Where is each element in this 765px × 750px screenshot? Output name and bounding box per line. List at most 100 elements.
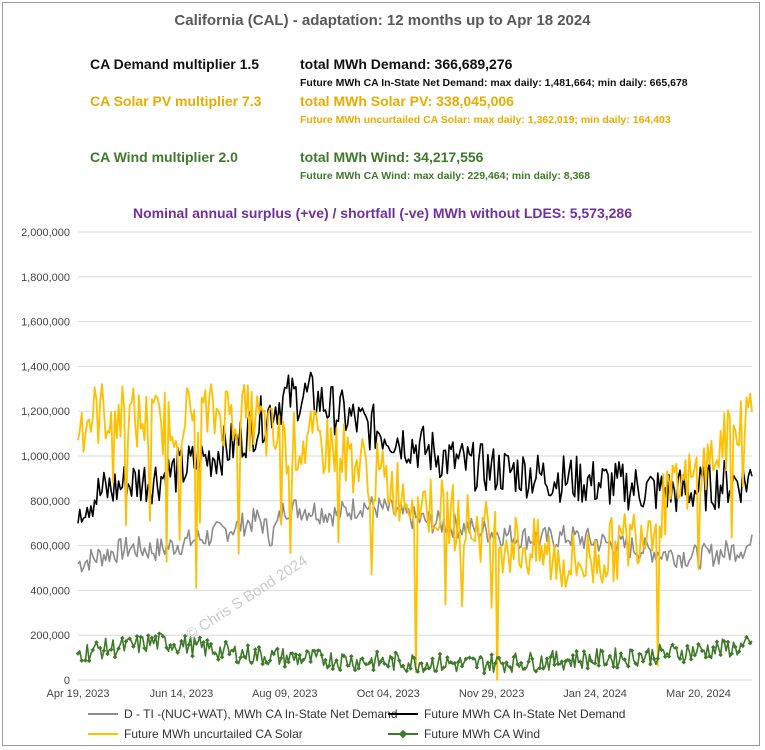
wind-point (474, 665, 480, 670)
wind-point (408, 666, 413, 671)
wind-point (267, 658, 273, 663)
wind-point (83, 658, 88, 663)
wind-point (596, 663, 601, 668)
wind-point (400, 663, 406, 669)
legend-wind: Future MWh CA Wind (388, 727, 540, 741)
wind-point (371, 667, 376, 673)
wind-point (186, 642, 192, 648)
wind-point (382, 661, 387, 666)
y-tick-label: 1,600,000 (21, 317, 70, 329)
wind-point (308, 659, 313, 665)
wind-point (441, 665, 446, 670)
x-tick-label: Aug 09, 2023 (252, 688, 317, 700)
wind-point (537, 665, 542, 671)
watermark: © Chris S Bond 2024 (183, 552, 311, 643)
wind-point (592, 661, 598, 666)
wind-point (651, 656, 657, 662)
wind-point (485, 660, 491, 665)
wind-multiplier-label: CA Wind multiplier 2.0 (90, 149, 238, 165)
surplus-summary: Nominal annual surplus (+ve) / shortfall… (132, 205, 633, 221)
wind-point (86, 658, 92, 663)
wind-point (552, 662, 557, 668)
wind-point (238, 655, 243, 660)
wind-point (367, 660, 373, 665)
wind-point (559, 659, 565, 664)
solar-stats: Future MWh uncurtailed CA Solar: max dai… (300, 114, 671, 126)
wind-point (710, 644, 716, 650)
legend-wind-label: Future MWh CA Wind (424, 727, 541, 741)
y-tick-label: 1,400,000 (21, 361, 70, 373)
wind-point (352, 667, 358, 673)
wind-point (204, 637, 210, 643)
series-line-black (77, 371, 753, 524)
wind-point (511, 654, 517, 660)
wind-point (112, 654, 118, 660)
legend-black-label: Future MWh CA In-State Net Demand (424, 707, 626, 721)
wind-point (145, 633, 151, 638)
demand-multiplier-label: CA Demand multiplier 1.5 (90, 56, 260, 72)
wind-point (216, 657, 221, 662)
wind-point (662, 654, 668, 659)
wind-point (190, 653, 195, 659)
wind-point (507, 664, 513, 670)
wind-point (179, 638, 184, 644)
y-tick-label: 800,000 (30, 496, 70, 508)
y-tick-label: 2,000,000 (21, 227, 70, 239)
wind-point (581, 649, 587, 654)
wind-point (574, 649, 579, 654)
wind-point (422, 666, 428, 672)
wind-point (404, 668, 409, 674)
y-tick-label: 400,000 (30, 585, 70, 597)
wind-point (655, 656, 661, 661)
wind-point (330, 666, 336, 672)
wind-point (349, 654, 354, 659)
y-tick-label: 1,000,000 (21, 451, 70, 463)
wind-point (518, 660, 524, 666)
x-tick-label: Mar 20, 2024 (666, 688, 731, 700)
demand-total: total MWh Demand: 366,689,276 (300, 56, 513, 72)
wind-point (289, 651, 295, 656)
wind-point (692, 652, 698, 658)
wind-point (481, 670, 487, 676)
wind-point (677, 656, 683, 662)
wind-point (674, 645, 679, 651)
wind-point (456, 659, 461, 665)
y-tick-label: 600,000 (30, 541, 70, 553)
wind-point (445, 655, 450, 660)
wind-point (555, 661, 561, 667)
wind-point (433, 668, 439, 674)
wind-point (389, 655, 395, 661)
wind-point (504, 660, 509, 665)
x-tick-label: Nov 29, 2023 (459, 688, 524, 700)
wind-point (397, 658, 402, 663)
wind-point (363, 661, 369, 667)
wind-point (714, 639, 720, 645)
legend-solar: Future MWh uncurtailed CA Solar (88, 727, 303, 741)
wind-point (470, 656, 476, 661)
wind-point (448, 659, 454, 665)
wind-point (341, 653, 347, 659)
wind-point (245, 643, 251, 648)
wind-point (467, 655, 472, 660)
wind-point (611, 664, 616, 669)
wind-point (452, 660, 457, 666)
wind-point (437, 651, 443, 657)
wind-point (219, 655, 225, 660)
wind-point (319, 652, 325, 658)
wind-point (201, 640, 206, 645)
chart-title: California (CAL) - adaptation: 12 months… (174, 12, 591, 29)
wind-point (168, 642, 173, 648)
wind-point (286, 659, 291, 665)
wind-point (478, 654, 483, 660)
wind-point (426, 666, 432, 671)
wind-point (637, 651, 642, 657)
wind-point (260, 661, 265, 667)
wind-point (293, 652, 299, 657)
wind-point (334, 658, 339, 663)
wind-point (378, 659, 384, 664)
wind-point (264, 660, 269, 665)
solar-multiplier-label: CA Solar PV multiplier 7.3 (90, 93, 262, 109)
wind-point (430, 656, 435, 661)
